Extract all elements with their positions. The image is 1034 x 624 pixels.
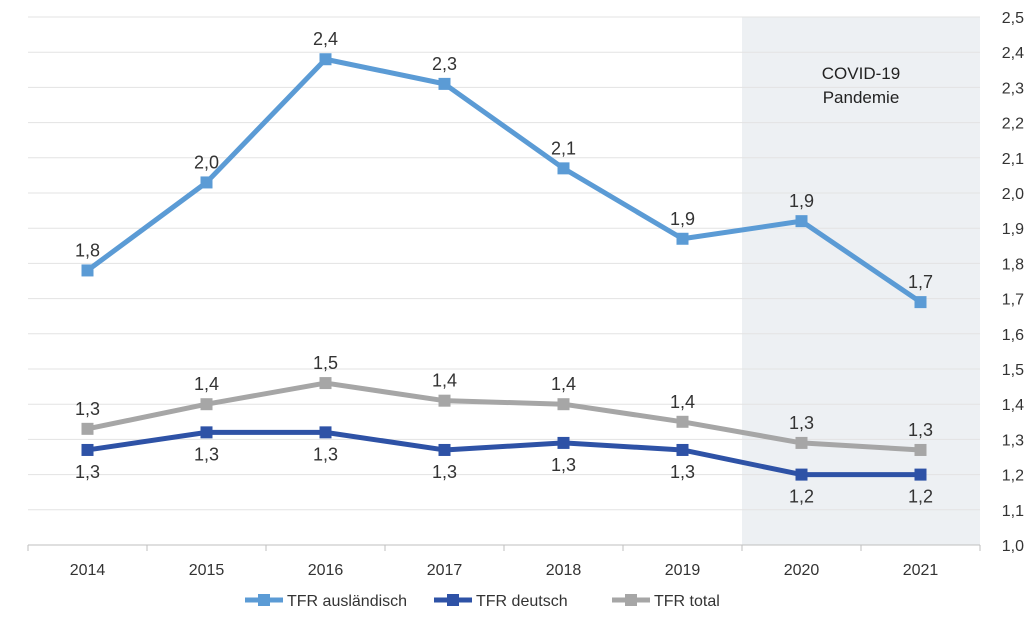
series-line-tfr-ausl-ndisch bbox=[85, 56, 923, 305]
y-tick-label: 1,2 bbox=[1002, 468, 1024, 485]
x-axis bbox=[27, 544, 981, 551]
data-point-tfr-total bbox=[200, 398, 213, 411]
data-label-tfr-ausl-ndisch: 2,4 bbox=[313, 29, 338, 49]
legend-label-tfr-total: TFR total bbox=[654, 593, 720, 610]
data-label-tfr-total: 1,4 bbox=[194, 374, 219, 394]
legend-marker-tfr-ausl-ndisch bbox=[258, 594, 270, 606]
y-tick-label: 1,9 bbox=[1002, 221, 1024, 238]
data-point-tfr-deutsch bbox=[914, 468, 927, 481]
data-point-tfr-deutsch bbox=[557, 436, 570, 449]
y-tick-label: 1,0 bbox=[1002, 538, 1024, 555]
y-tick-label: 2,1 bbox=[1002, 151, 1024, 168]
gridlines bbox=[28, 16, 980, 511]
x-tick-label: 2017 bbox=[427, 562, 463, 579]
x-tick-label: 2015 bbox=[189, 562, 225, 579]
data-label-tfr-deutsch: 1,2 bbox=[789, 487, 814, 507]
covid-highlight-region bbox=[742, 17, 980, 545]
y-tick-label: 1,5 bbox=[1002, 362, 1024, 379]
data-point-tfr-total bbox=[795, 436, 808, 449]
data-point-tfr-ausl-ndisch bbox=[438, 77, 451, 90]
data-point-tfr-ausl-ndisch bbox=[676, 232, 689, 245]
data-point-tfr-ausl-ndisch bbox=[81, 264, 94, 277]
series-lines bbox=[81, 53, 927, 481]
data-label-tfr-deutsch: 1,3 bbox=[313, 444, 338, 464]
x-tick-label: 2019 bbox=[665, 562, 701, 579]
series-line-tfr-deutsch bbox=[85, 429, 923, 478]
data-label-tfr-ausl-ndisch: 2,1 bbox=[551, 138, 576, 158]
data-label-tfr-total: 1,3 bbox=[789, 413, 814, 433]
data-label-tfr-ausl-ndisch: 1,7 bbox=[908, 272, 933, 292]
data-labels: 1,8 2,0 2,4 2,3 2,1 1,9 1,9 1,7 1,3 1,3 1,3 1,3 1,3 1… bbox=[75, 29, 933, 506]
data-point-tfr-total bbox=[557, 398, 570, 411]
data-point-tfr-ausl-ndisch bbox=[200, 176, 213, 189]
y-axis-ticks: 1,0 1,1 1,2 1,3 1,4 1,5 1,6 1,7 1,8 1,9 2,0 2,1 2,2 2… bbox=[1002, 10, 1024, 555]
data-label-tfr-ausl-ndisch: 1,9 bbox=[789, 191, 814, 211]
y-tick-label: 2,3 bbox=[1002, 80, 1024, 97]
data-point-tfr-deutsch bbox=[81, 443, 94, 456]
data-point-tfr-deutsch bbox=[438, 443, 451, 456]
data-label-tfr-ausl-ndisch: 1,8 bbox=[75, 240, 100, 260]
data-point-tfr-total bbox=[438, 394, 451, 407]
data-point-tfr-total bbox=[914, 443, 927, 456]
x-tick-label: 2018 bbox=[546, 562, 582, 579]
covid-annotation: COVID-19 Pandemie bbox=[822, 64, 900, 107]
data-label-tfr-total: 1,3 bbox=[908, 420, 933, 440]
x-axis-ticks: 2014 2015 2016 2017 2018 2019 2020 2021 bbox=[70, 562, 939, 579]
data-label-tfr-ausl-ndisch: 2,0 bbox=[194, 152, 219, 172]
data-point-tfr-ausl-ndisch bbox=[319, 53, 332, 66]
y-tick-label: 2,0 bbox=[1002, 186, 1024, 203]
y-tick-label: 1,8 bbox=[1002, 256, 1024, 273]
y-tick-label: 1,4 bbox=[1002, 397, 1024, 414]
x-tick-label: 2016 bbox=[308, 562, 344, 579]
legend: TFR ausländisch TFR deutsch TFR total bbox=[245, 593, 720, 610]
data-label-tfr-ausl-ndisch: 2,3 bbox=[432, 54, 457, 74]
y-tick-label: 1,3 bbox=[1002, 432, 1024, 449]
data-point-tfr-total bbox=[319, 377, 332, 390]
data-label-tfr-total: 1,5 bbox=[313, 353, 338, 373]
data-point-tfr-ausl-ndisch bbox=[557, 162, 570, 175]
y-tick-label: 2,5 bbox=[1002, 10, 1024, 27]
data-label-tfr-deutsch: 1,3 bbox=[75, 462, 100, 482]
data-label-tfr-total: 1,4 bbox=[432, 371, 457, 391]
data-point-tfr-deutsch bbox=[676, 443, 689, 456]
data-point-tfr-ausl-ndisch bbox=[914, 296, 927, 309]
data-label-tfr-deutsch: 1,3 bbox=[194, 444, 219, 464]
data-label-tfr-deutsch: 1,2 bbox=[908, 487, 933, 507]
data-point-tfr-deutsch bbox=[319, 426, 332, 439]
data-point-tfr-ausl-ndisch bbox=[795, 215, 808, 228]
y-tick-label: 1,7 bbox=[1002, 292, 1024, 309]
legend-marker-tfr-total bbox=[625, 594, 637, 606]
data-point-tfr-deutsch bbox=[200, 426, 213, 439]
x-tick-label: 2021 bbox=[903, 562, 939, 579]
legend-marker-tfr-deutsch bbox=[447, 594, 459, 606]
data-point-tfr-total bbox=[81, 422, 94, 435]
data-label-tfr-total: 1,4 bbox=[670, 392, 695, 412]
x-tick-label: 2020 bbox=[784, 562, 820, 579]
data-label-tfr-total: 1,3 bbox=[75, 399, 100, 419]
legend-label-tfr-deutsch: TFR deutsch bbox=[476, 593, 568, 610]
data-point-tfr-deutsch bbox=[795, 468, 808, 481]
covid-highlight-rect bbox=[742, 17, 980, 545]
y-tick-label: 2,4 bbox=[1002, 45, 1024, 62]
data-label-tfr-deutsch: 1,3 bbox=[551, 455, 576, 475]
legend-label-tfr-ausl-ndisch: TFR ausländisch bbox=[287, 593, 407, 610]
data-point-tfr-total bbox=[676, 415, 689, 428]
data-label-tfr-total: 1,4 bbox=[551, 374, 576, 394]
y-tick-label: 1,1 bbox=[1002, 503, 1024, 520]
y-tick-label: 1,6 bbox=[1002, 327, 1024, 344]
x-tick-label: 2014 bbox=[70, 562, 106, 579]
covid-label-line2: Pandemie bbox=[823, 88, 900, 107]
data-label-tfr-deutsch: 1,3 bbox=[670, 462, 695, 482]
series-line-tfr-total bbox=[85, 380, 923, 453]
covid-label-line1: COVID-19 bbox=[822, 64, 900, 83]
data-label-tfr-ausl-ndisch: 1,9 bbox=[670, 209, 695, 229]
y-tick-label: 2,2 bbox=[1002, 116, 1024, 133]
data-label-tfr-deutsch: 1,3 bbox=[432, 462, 457, 482]
